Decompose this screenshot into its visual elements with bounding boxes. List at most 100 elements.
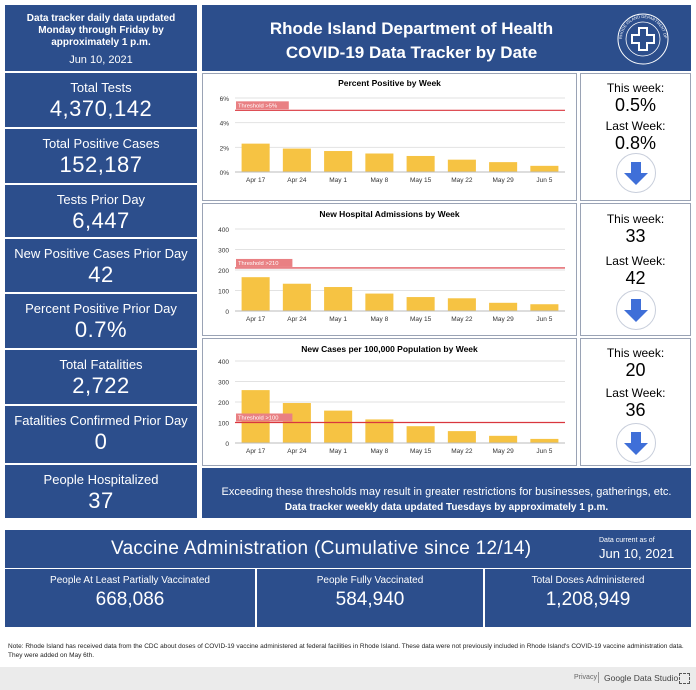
threshold-note: Exceeding these thresholds may result in… — [221, 486, 672, 498]
hospital-admissions-chart-panel: New Hospital Admissions by Week 0 100 200 3… — [202, 203, 577, 336]
google-data-studio-link[interactable]: Google Data Studio — [604, 673, 679, 683]
x-tick-label: Apr 24 — [287, 448, 307, 455]
x-tick-label: May 8 — [371, 448, 389, 455]
x-tick-label: May 8 — [371, 316, 389, 323]
bar — [447, 431, 476, 443]
this-week-label: This week: — [606, 212, 665, 226]
stat-value: 4,370,142 — [49, 96, 153, 121]
new-cases-chart: 0 100 200 300 400 Apr 17 Apr 24 May 1 May 8 May 1… — [218, 359, 565, 455]
bar — [447, 298, 476, 311]
y-tick-label: 200 — [218, 400, 229, 407]
stat-value: 0 — [94, 429, 108, 454]
vaccine-fully-box: People Fully Vaccinated 584,940 — [257, 569, 483, 627]
y-tick-label: 100 — [218, 289, 229, 296]
x-tick-label: Apr 24 — [287, 316, 307, 323]
stat-label: Total Fatalities — [59, 357, 143, 372]
chart-title: New Cases per 100,000 Population by Week — [301, 344, 478, 354]
vaccine-stat-value: 584,940 — [335, 589, 405, 610]
bar — [241, 277, 270, 311]
x-tick-label: May 15 — [410, 316, 432, 323]
last-week-value: 36 — [625, 400, 646, 420]
x-tick-label: Apr 24 — [287, 177, 307, 184]
x-tick-label: Jun 5 — [536, 177, 552, 184]
this-week-label: This week: — [606, 346, 665, 360]
stat-label: Total Positive Cases — [42, 136, 160, 151]
hospital-admissions-chart: 0 100 200 300 400 Apr 17 Apr 24 May 1 May 8 May 1… — [218, 227, 565, 323]
vaccine-stat-label: People Fully Vaccinated — [316, 575, 424, 586]
last-week-value: 0.8% — [614, 133, 657, 153]
x-tick-label: May 22 — [451, 448, 473, 455]
y-tick-label: 400 — [218, 227, 229, 234]
update-date: Jun 10, 2021 — [69, 54, 133, 66]
bar — [365, 419, 394, 443]
hospital-admissions-side-panel: This week: 33 Last Week: 42 — [580, 203, 691, 336]
y-tick-label: 2% — [220, 145, 230, 152]
stat-label: New Positive Cases Prior Day — [14, 246, 188, 261]
threshold-note-box: Exceeding these thresholds may result in… — [202, 468, 691, 518]
stat-label: Percent Positive Prior Day — [25, 301, 177, 316]
bar — [530, 165, 559, 172]
title-box: Rhode Island Department of Health COVID-… — [202, 5, 691, 71]
bar — [241, 143, 270, 172]
bar — [406, 297, 435, 311]
bar — [282, 148, 311, 172]
stat-box: Percent Positive Prior Day 0.7% — [5, 294, 197, 348]
threshold-label-bg — [236, 413, 293, 422]
privacy-link[interactable]: Privacy — [574, 674, 597, 681]
down-arrow-icon — [615, 153, 656, 193]
stat-label: Fatalities Confirmed Prior Day — [14, 413, 188, 428]
vaccine-stat-value: 1,208,949 — [545, 589, 631, 610]
stat-label: People Hospitalized — [43, 472, 159, 487]
percent-positive-chart: 0% 2% 4% 6% Apr 17 Apr 24 May 1 May 8 May 15 May … — [220, 96, 565, 184]
data-current-label: Data current as of — [599, 537, 655, 544]
y-tick-label: 200 — [218, 268, 229, 275]
bar — [324, 410, 353, 443]
bar — [324, 151, 353, 172]
x-tick-label: May 8 — [371, 177, 389, 184]
footer-divider — [598, 672, 599, 683]
x-tick-label: May 15 — [410, 448, 432, 455]
bar — [447, 159, 476, 172]
stat-box: New Positive Cases Prior Day 42 — [5, 239, 197, 292]
chart-title: Percent Positive by Week — [338, 78, 441, 88]
fullscreen-icon[interactable] — [679, 673, 690, 684]
threshold-label: Threshold >210 — [238, 261, 278, 267]
stat-box: Total Fatalities 2,722 — [5, 350, 197, 404]
bar — [365, 153, 394, 172]
x-tick-label: May 1 — [329, 177, 347, 184]
this-week-value: 20 — [625, 360, 646, 380]
x-tick-label: May 29 — [492, 316, 514, 323]
x-tick-label: May 1 — [329, 316, 347, 323]
vaccine-doses-box: Total Doses Administered 1,208,949 — [485, 569, 691, 627]
bar — [530, 438, 559, 443]
vaccine-partially-box: People At Least Partially Vaccinated 668… — [5, 569, 255, 627]
x-tick-label: May 29 — [492, 177, 514, 184]
threshold-label: Threshold >100 — [238, 416, 278, 422]
stat-value: 0.7% — [74, 317, 128, 342]
x-tick-label: Jun 5 — [536, 448, 552, 455]
y-tick-label: 0% — [220, 170, 230, 177]
down-arrow-icon — [615, 423, 656, 463]
bar — [324, 287, 353, 311]
update-note: Data tracker daily data updated Monday t… — [26, 13, 176, 48]
bar — [406, 155, 435, 172]
stat-label: Tests Prior Day — [56, 192, 146, 207]
bar — [489, 162, 518, 172]
stat-box: People Hospitalized 37 — [5, 465, 197, 518]
stat-value: 152,187 — [59, 152, 143, 177]
stat-value: 42 — [88, 262, 114, 287]
y-tick-label: 6% — [220, 96, 230, 103]
down-arrow-icon — [615, 290, 656, 330]
this-week-label: This week: — [606, 81, 665, 95]
last-week-label: Last Week: — [605, 254, 666, 268]
bar — [489, 302, 518, 311]
this-week-value: 0.5% — [614, 95, 657, 115]
y-tick-label: 300 — [218, 380, 229, 387]
x-tick-label: Apr 17 — [246, 448, 266, 455]
new-cases-chart-panel: New Cases per 100,000 Population by Week… — [202, 338, 577, 466]
page-title-line1: Rhode Island Department of Health — [269, 19, 554, 38]
y-tick-label: 400 — [218, 359, 229, 366]
footer-bar: Privacy Google Data Studio — [0, 667, 696, 690]
stat-label: Total Tests — [70, 80, 132, 95]
update-info-box: Data tracker daily data updated Monday t… — [5, 5, 197, 71]
